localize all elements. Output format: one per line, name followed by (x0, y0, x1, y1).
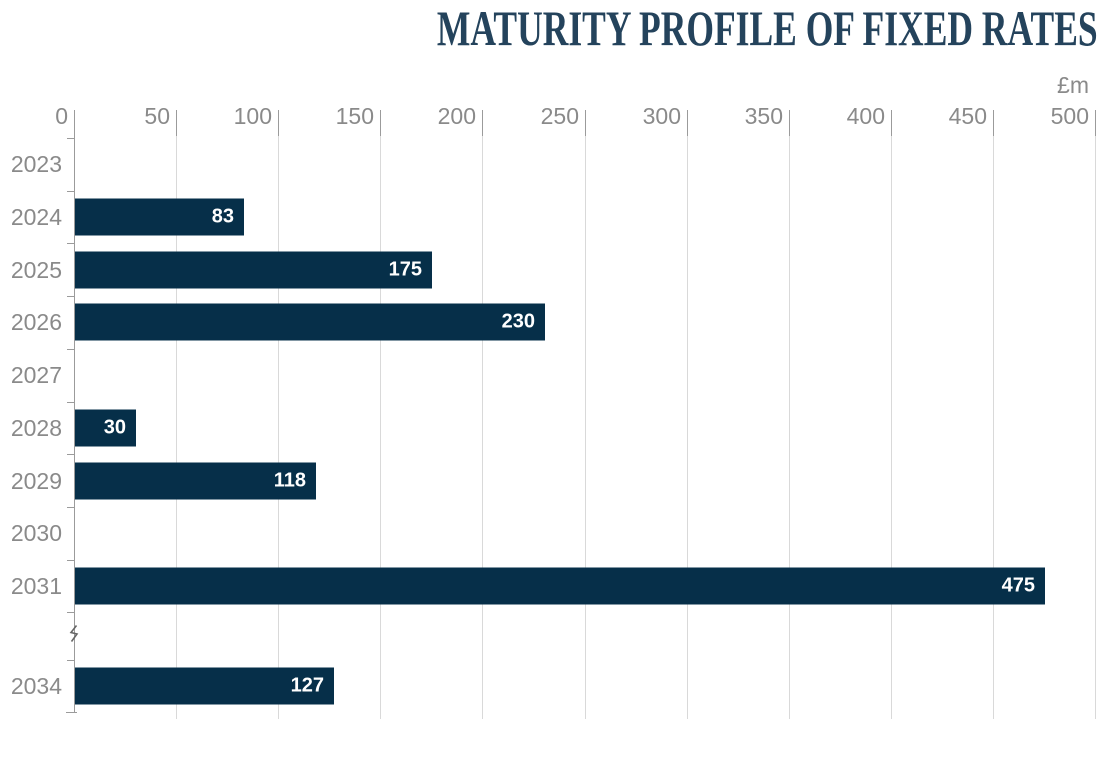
plot-area: 2023 2024 83 2025 175 2026 230 2027 2028 30 2029 11… (11, 110, 1096, 719)
bar-value-label: 475 (1001, 574, 1035, 597)
bar-row-2023: 2023 (11, 138, 1095, 191)
x-tick-label: 500 (1050, 103, 1089, 129)
y-tick-label: 2024 (10, 204, 62, 231)
y-tick-label: 2023 (10, 151, 62, 178)
x-axis-tick (278, 110, 279, 136)
y-tick-label: 2028 (10, 414, 62, 441)
chart-title: MATURITY PROFILE OF FIXED RATES (437, 0, 1098, 56)
gridline (891, 136, 892, 719)
bar-2029: 118 (75, 462, 316, 500)
y-axis-tick (67, 349, 74, 350)
bar-row-2024: 2024 83 (11, 191, 1095, 244)
bar-row-2027: 2027 (11, 349, 1095, 402)
bar-2025: 175 (75, 251, 432, 289)
bar-row-2031: 2031 475 (11, 560, 1095, 613)
x-tick-label: 250 (540, 103, 579, 129)
x-axis-tick (585, 110, 586, 136)
y-axis-tick (67, 560, 74, 561)
bar-value-label: 118 (273, 469, 306, 492)
bar-2024: 83 (75, 198, 244, 236)
y-axis-tick (67, 660, 74, 661)
bar-value-label: 175 (388, 258, 422, 281)
gridline (789, 136, 790, 719)
y-axis-tick (67, 191, 74, 192)
x-tick-label: 350 (744, 103, 783, 129)
gridline (380, 136, 381, 719)
gridline (278, 136, 279, 719)
bar-row-2028: 2028 30 (11, 402, 1095, 455)
bar-2026: 230 (75, 303, 545, 341)
x-tick-label: 300 (642, 103, 681, 129)
gridline (1095, 136, 1096, 719)
gridline (993, 136, 994, 719)
y-tick-label: 2025 (10, 256, 62, 283)
x-axis-tick (1095, 110, 1096, 136)
bar-row-2034: 2034 127 (11, 660, 1095, 712)
bar-2034: 127 (75, 667, 334, 705)
bar-value-label: 83 (211, 205, 234, 228)
gridline (482, 136, 483, 719)
y-tick-label: 2029 (10, 467, 62, 494)
x-tick-label: 0 (55, 103, 68, 129)
x-axis-tick (74, 110, 75, 136)
x-axis-tick (891, 110, 892, 136)
x-axis-tick (789, 110, 790, 136)
bar-row-2026: 2026 230 (11, 296, 1095, 349)
x-axis-tick (687, 110, 688, 136)
x-axis-tick (482, 110, 483, 136)
bar-row-2029: 2029 118 (11, 454, 1095, 507)
bar-value-label: 230 (501, 310, 535, 333)
y-tick-label: 2027 (10, 362, 62, 389)
y-tick-label: 2031 (10, 572, 62, 599)
x-axis-labels: 0 50 100 150 200 250 300 350 400 450 500 (55, 101, 1095, 133)
axis-break-row (69, 612, 1095, 660)
bar-row-2030: 2030 (11, 507, 1095, 560)
bar-value-label: 30 (103, 416, 126, 439)
y-axis-tick (67, 507, 74, 508)
y-axis-tick (67, 138, 74, 139)
y-axis-tick (67, 454, 74, 455)
y-axis-tick (67, 243, 74, 244)
x-tick-label: 450 (948, 103, 987, 129)
y-tick-label: 2034 (10, 673, 62, 699)
gridline (687, 136, 688, 719)
x-axis-tick (993, 110, 994, 136)
y-tick-label: 2030 (10, 520, 62, 547)
bar-2031: 475 (75, 567, 1045, 605)
gridline (176, 136, 177, 719)
y-axis-tick (67, 402, 74, 403)
axis-unit-label: £m (1057, 72, 1089, 98)
y-axis-line (74, 136, 75, 712)
x-tick-label: 50 (144, 103, 170, 129)
y-axis-tick (67, 296, 74, 297)
y-axis-tick (67, 612, 74, 613)
x-axis-tick (380, 110, 381, 136)
x-tick-label: 150 (335, 103, 374, 129)
x-tick-label: 400 (846, 103, 885, 129)
x-tick-label: 200 (437, 103, 476, 129)
axis-break-icon (68, 625, 80, 648)
bar-row-2025: 2025 175 (11, 243, 1095, 296)
bar-2028: 30 (75, 409, 136, 447)
y-tick-label: 2026 (10, 309, 62, 336)
x-tick-label: 100 (233, 103, 272, 129)
gridline (585, 136, 586, 719)
bar-value-label: 127 (290, 674, 324, 697)
y-axis-tick (66, 712, 77, 713)
x-axis-tick (176, 110, 177, 136)
